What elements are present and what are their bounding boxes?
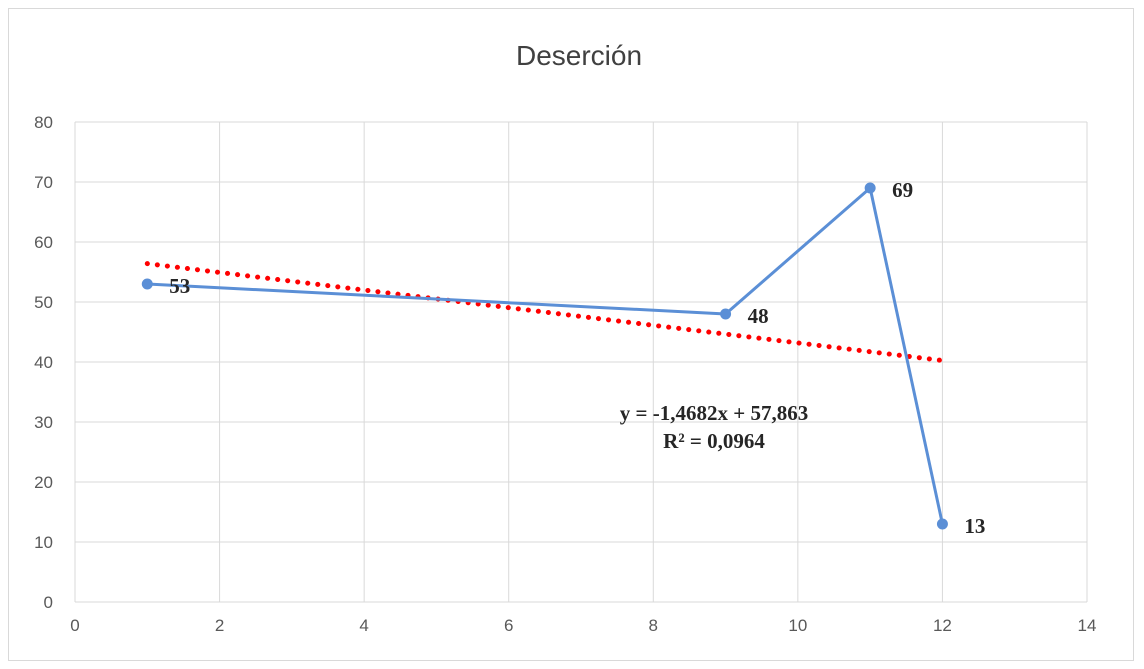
x-tick-label: 8 (649, 616, 658, 635)
x-tick-label: 6 (504, 616, 513, 635)
data-point (141, 278, 153, 290)
data-label: 69 (892, 178, 913, 202)
trendline-path (144, 261, 945, 364)
data-point (720, 308, 732, 320)
trendline-r-squared: R² = 0,0964 (663, 429, 765, 453)
x-tick-label: 12 (933, 616, 952, 635)
y-tick-label: 10 (34, 533, 53, 552)
chart-svg: 0 2 4 6 8 10 12 14 0 10 20 30 40 50 60 70 80 53 48 69 13 De… (34, 40, 1096, 635)
y-tick-label: 40 (34, 353, 53, 372)
data-labels: 53 48 69 13 (169, 178, 985, 538)
y-tick-label: 30 (34, 413, 53, 432)
x-tick-label: 14 (1078, 616, 1097, 635)
y-tick-label: 0 (44, 593, 53, 612)
y-tick-label: 50 (34, 293, 53, 312)
trendline-equation: y = -1,4682x + 57,863 (620, 401, 808, 425)
y-tick-label: 60 (34, 233, 53, 252)
data-point (864, 182, 876, 194)
chart-title: Deserción (516, 40, 642, 71)
data-label: 13 (964, 514, 985, 538)
y-tick-label: 20 (34, 473, 53, 492)
trendline (144, 261, 945, 364)
data-point (936, 518, 948, 530)
series-line (141, 182, 948, 530)
data-label: 48 (748, 304, 769, 328)
y-tick-label: 80 (34, 113, 53, 132)
x-tick-label: 2 (215, 616, 224, 635)
x-tick-label: 0 (70, 616, 79, 635)
series-polyline (147, 186, 944, 525)
axis-tick-labels: 0 2 4 6 8 10 12 14 0 10 20 30 40 50 60 70 80 (34, 113, 1096, 635)
grid-lines (74, 121, 1088, 603)
chart-frame: 0 2 4 6 8 10 12 14 0 10 20 30 40 50 60 70 80 53 48 69 13 De… (8, 8, 1134, 661)
x-tick-label: 10 (788, 616, 807, 635)
data-label: 53 (169, 274, 190, 298)
x-tick-label: 4 (359, 616, 368, 635)
y-tick-label: 70 (34, 173, 53, 192)
